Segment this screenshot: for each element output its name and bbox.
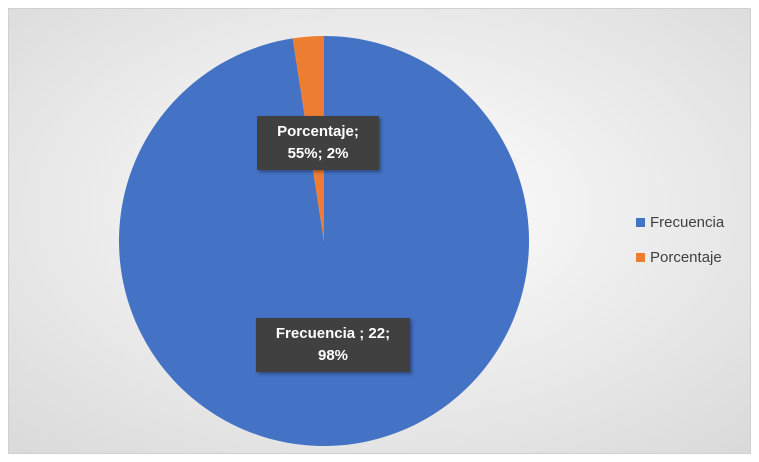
legend-item: Porcentaje (636, 249, 722, 266)
data-label: Frecuencia ; 22; 98% (256, 318, 410, 372)
data-label: Porcentaje; 55%; 2% (257, 116, 379, 170)
legend-swatch (636, 253, 645, 262)
legend-label: Porcentaje (650, 249, 722, 266)
legend-item: Frecuencia (636, 214, 724, 231)
legend-label: Frecuencia (650, 214, 725, 231)
legend-swatch (636, 218, 645, 227)
